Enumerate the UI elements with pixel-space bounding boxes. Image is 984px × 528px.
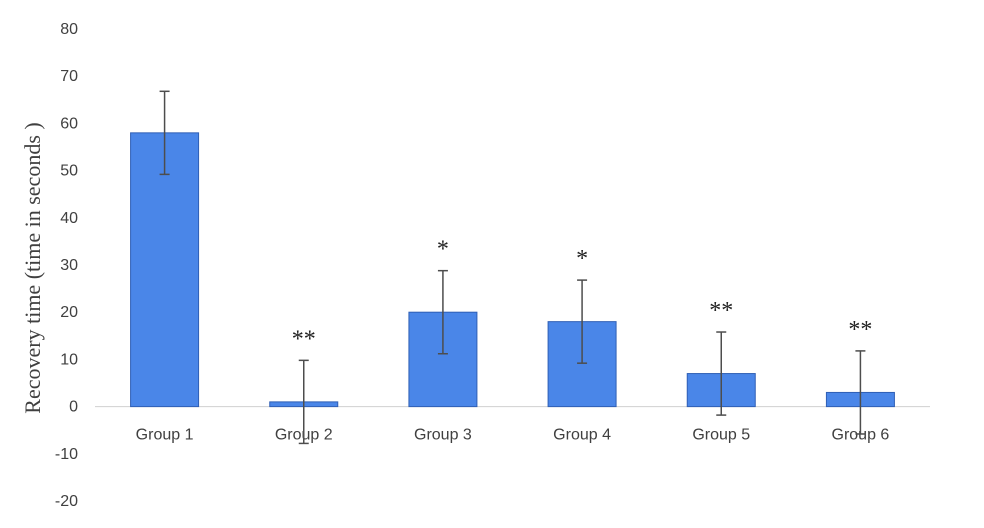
- significance-marker: **: [292, 326, 316, 352]
- x-tick-label: Group 1: [136, 427, 194, 444]
- y-tick-label: -20: [55, 493, 78, 510]
- y-tick-label: 20: [60, 304, 78, 321]
- significance-marker: **: [709, 298, 733, 324]
- x-tick-label: Group 4: [553, 427, 611, 444]
- error-bar: [855, 350, 866, 435]
- error-bar: [298, 359, 309, 445]
- bars: [130, 132, 895, 408]
- y-tick-label: 40: [60, 210, 78, 227]
- y-tick-label: 80: [60, 21, 78, 38]
- significance-marker: **: [848, 317, 872, 343]
- x-tick-label: Group 6: [832, 427, 890, 444]
- error-bar: [716, 331, 727, 416]
- error-bar: [577, 279, 588, 364]
- y-axis-label: Recovery time (time in seconds ): [20, 122, 45, 413]
- y-tick-label: 30: [60, 257, 78, 274]
- y-tick-label: 50: [60, 163, 78, 180]
- error-bars: [159, 90, 866, 445]
- bar: [130, 132, 200, 408]
- x-axis-categories: Group 1 Group 2 Group 3 Group 4 Group 5 Group…: [136, 427, 890, 444]
- y-axis-ticks: -20 -10 0 10 20 30 40 50 60 70 80: [55, 21, 78, 510]
- significance-markers: *** *****: [292, 237, 873, 353]
- error-bar: [437, 269, 448, 355]
- significance-marker: *: [576, 246, 588, 272]
- y-tick-label: 60: [60, 115, 78, 132]
- y-tick-label: 0: [69, 399, 78, 416]
- error-bar: [159, 90, 170, 176]
- x-tick-label: Group 5: [692, 427, 750, 444]
- significance-marker: *: [437, 237, 449, 263]
- y-tick-label: -10: [55, 446, 78, 463]
- x-tick-label: Group 3: [414, 427, 472, 444]
- y-tick-label: 70: [60, 68, 78, 85]
- y-tick-label: 10: [60, 351, 78, 368]
